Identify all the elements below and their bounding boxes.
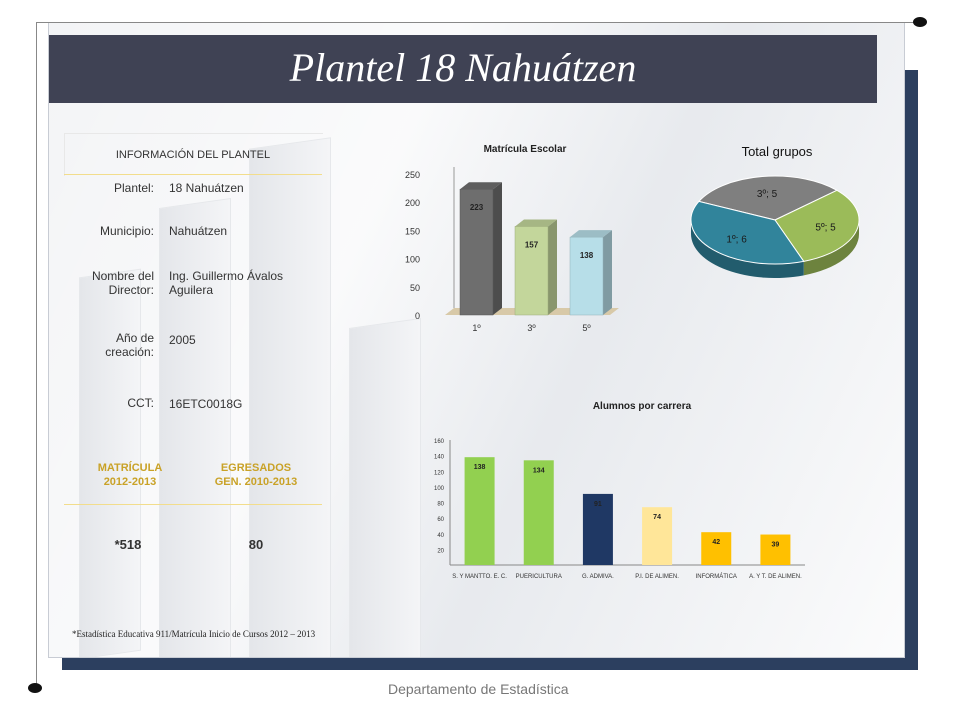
y-tick-label: 0 [415,311,420,321]
x-tick-label: S. Y MANTTO. E. C. [452,574,507,580]
pie-slice [690,200,805,265]
matricula-chart-title: Matrícula Escolar [484,144,567,155]
frame-line-top [36,22,920,23]
bar [523,460,554,565]
y-tick-label: 120 [434,470,445,476]
corner-dot-top-right [913,17,927,27]
y-tick-label: 160 [434,439,445,445]
bar-value-label: 138 [474,464,486,471]
y-tick-label: 50 [410,283,420,293]
carrera-chart-title: Alumnos por carrera [593,401,692,412]
grupos-chart-title: Total grupos [742,144,813,159]
footnote: *Estadística Educativa 911/Matrícula Ini… [72,629,316,639]
y-tick-label: 100 [434,486,445,492]
y-tick-label: 100 [405,255,420,265]
x-tick-label: INFORMÁTICA [696,573,737,580]
municipio-value: Nahuátzen [169,224,228,238]
bar-side [548,219,557,315]
bar [464,457,495,565]
bar [582,493,613,565]
bar-side [493,182,502,315]
frame-line-left [36,22,37,690]
bar-value-label: 91 [594,501,602,508]
bar-value-label: 42 [712,539,720,546]
pie-slice-label: 1º; 6 [726,234,747,245]
bar-value-label: 134 [533,467,545,474]
matricula-value: *518 [114,537,142,552]
y-tick-label: 60 [437,517,444,523]
bar-side [603,230,612,315]
cct-value: 16ETC0018G [169,397,243,411]
y-tick-label: 150 [405,226,420,236]
y-tick-label: 40 [437,533,444,539]
page-title: Plantel 18 Nahuátzen [289,45,637,90]
pie-slice-side [803,220,859,276]
bar-value-label: 223 [470,203,484,212]
matricula-chart: Matrícula Escolar 0 50 100 150 200 250 223 1º 1… [405,144,619,333]
title-bar [49,35,877,103]
director-value: Ing. Guillermo Ávalos Aguilera [169,269,284,297]
plantel-label: Plantel: [113,181,154,195]
corner-dot-bottom-left [28,683,42,693]
bar-value-label: 138 [580,251,594,260]
x-tick-label: A. Y T. DE ALIMEN. [749,574,802,580]
bar-top [570,230,612,238]
bar [569,236,604,316]
matricula-heading: MATRÍCULA 2012-2013 [97,462,163,488]
bar-value-label: 157 [525,240,539,249]
bar-value-label: 74 [653,514,661,521]
carrera-chart: Alumnos por carrera 20 40 60 80 100 120 140 160… [434,401,805,580]
x-tick-label: 5º [582,323,591,333]
egresados-heading: EGRESADOS GEN. 2010-2013 [214,462,298,488]
grupos-chart: Total grupos 3º; 5 5º; 5 1º; 6 [690,144,860,278]
creacion-label: Año de creación: [105,331,154,359]
y-tick-label: 20 [437,548,444,554]
director-label: Nombre del Director: [91,269,154,297]
municipio-label: Municipio: [99,224,154,238]
info-heading: INFORMACIÓN DEL PLANTEL [115,149,271,161]
creacion-value: 2005 [169,333,196,347]
x-tick-label: PUERICULTURA [516,574,562,580]
bar [701,532,732,565]
info-panel [64,133,323,553]
y-tick-label: 250 [405,170,420,180]
plantel-value: 18 Nahuátzen [169,181,244,195]
y-tick-label: 140 [434,455,445,461]
egresados-value: 80 [248,537,264,552]
pie-slice [774,189,860,262]
pie-slice-label: 3º; 5 [757,189,778,200]
bar [642,507,673,565]
bar-value-label: 39 [772,542,780,549]
bar [459,188,494,316]
bar [514,226,549,316]
footer-department: Departamento de Estadística [388,681,569,697]
bar-top [460,182,502,190]
y-tick-label: 80 [437,502,444,508]
pie-slice [697,175,839,221]
stat-divider [64,504,322,505]
x-tick-label: G. ADMIVA. [582,574,614,580]
pie-slice-label: 5º; 5 [815,222,836,233]
y-tick-label: 200 [405,198,420,208]
x-tick-label: P.I. DE ALIMEN. [635,574,679,580]
bar-top [515,219,557,227]
x-tick-label: 3º [527,323,536,333]
x-tick-label: 1º [472,323,481,333]
bar [760,534,791,565]
pie-slice-side [691,220,804,278]
cct-label: CCT: [127,396,154,410]
